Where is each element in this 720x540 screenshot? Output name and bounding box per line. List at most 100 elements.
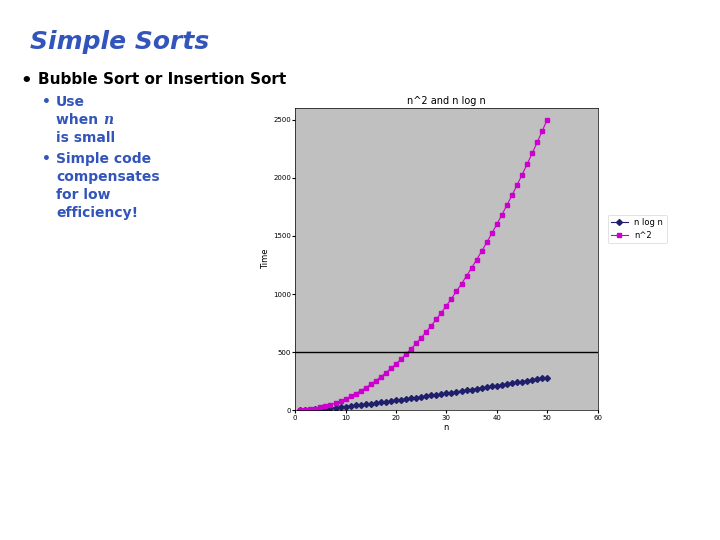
n log n — [447, 389, 456, 396]
Text: compensates: compensates — [56, 170, 160, 184]
n^2 — [392, 361, 400, 367]
n log n — [513, 379, 521, 386]
n log n — [372, 400, 380, 406]
Legend: n log n, n^2: n log n, n^2 — [608, 214, 667, 244]
n log n — [311, 406, 320, 413]
n^2 — [472, 256, 481, 263]
n log n — [437, 391, 446, 397]
Text: Simple code: Simple code — [56, 152, 151, 166]
n log n — [427, 392, 436, 399]
n log n — [503, 381, 511, 387]
n^2 — [417, 334, 426, 341]
n^2 — [397, 356, 405, 362]
Title: n^2 and n log n: n^2 and n log n — [407, 96, 486, 106]
X-axis label: n: n — [444, 423, 449, 433]
n^2 — [341, 395, 350, 402]
n log n — [472, 386, 481, 392]
n^2 — [503, 202, 511, 208]
n log n — [326, 405, 335, 411]
n^2 — [296, 407, 305, 414]
n^2 — [492, 221, 501, 227]
n log n — [508, 380, 516, 387]
n^2 — [412, 340, 420, 347]
n^2 — [306, 406, 315, 413]
n log n — [482, 384, 491, 390]
n^2 — [361, 384, 370, 391]
Text: Use: Use — [56, 95, 85, 109]
n^2 — [311, 406, 320, 412]
n log n — [452, 389, 461, 395]
n log n — [306, 407, 315, 413]
Text: efficiency!: efficiency! — [56, 206, 138, 220]
n^2 — [372, 377, 380, 384]
n^2 — [523, 161, 531, 167]
n^2 — [427, 322, 436, 329]
Line: n^2: n^2 — [298, 118, 549, 413]
n log n — [377, 399, 385, 406]
n^2 — [321, 403, 330, 409]
n^2 — [528, 150, 536, 157]
n^2 — [316, 404, 325, 411]
n^2 — [533, 139, 541, 146]
n^2 — [346, 393, 355, 400]
n log n — [366, 400, 375, 407]
Text: Simple Sorts: Simple Sorts — [30, 30, 210, 54]
Text: Bubble Sort or Insertion Sort: Bubble Sort or Insertion Sort — [38, 72, 287, 87]
n log n — [543, 374, 552, 381]
Text: n: n — [103, 113, 113, 127]
n log n — [316, 406, 325, 412]
n log n — [402, 396, 410, 402]
n^2 — [442, 302, 451, 309]
n^2 — [498, 212, 506, 218]
n log n — [432, 392, 441, 398]
n^2 — [331, 400, 340, 406]
n log n — [412, 394, 420, 401]
Text: is small: is small — [56, 131, 115, 145]
n^2 — [336, 398, 345, 404]
n^2 — [377, 374, 385, 380]
n^2 — [482, 239, 491, 246]
n log n — [417, 394, 426, 400]
n log n — [477, 384, 486, 391]
n log n — [331, 404, 340, 411]
n^2 — [402, 351, 410, 357]
n log n — [301, 407, 310, 414]
Text: •: • — [42, 152, 51, 166]
n log n — [351, 402, 360, 409]
n^2 — [543, 117, 552, 123]
n log n — [462, 387, 471, 394]
n^2 — [407, 346, 415, 352]
n log n — [382, 399, 390, 405]
n^2 — [387, 365, 395, 372]
n^2 — [382, 369, 390, 376]
n^2 — [467, 265, 476, 271]
n log n — [533, 376, 541, 382]
n log n — [422, 393, 431, 400]
n log n — [346, 403, 355, 409]
Y-axis label: Time: Time — [261, 249, 270, 269]
n log n — [392, 397, 400, 403]
n^2 — [477, 248, 486, 254]
n log n — [321, 406, 330, 412]
n^2 — [462, 273, 471, 279]
n^2 — [432, 316, 441, 322]
n log n — [442, 390, 451, 396]
n^2 — [326, 401, 335, 408]
n^2 — [301, 407, 310, 413]
n^2 — [356, 388, 365, 394]
n^2 — [487, 230, 496, 237]
n^2 — [538, 128, 546, 134]
Text: •: • — [42, 95, 51, 109]
n log n — [387, 398, 395, 404]
Text: •: • — [20, 72, 32, 90]
n log n — [296, 407, 305, 414]
n log n — [528, 377, 536, 383]
n log n — [518, 379, 526, 385]
n log n — [356, 402, 365, 408]
n^2 — [422, 328, 431, 335]
Text: when: when — [56, 113, 103, 127]
n log n — [487, 383, 496, 390]
n log n — [407, 395, 415, 402]
Line: n log n: n log n — [298, 375, 549, 413]
n log n — [361, 401, 370, 408]
